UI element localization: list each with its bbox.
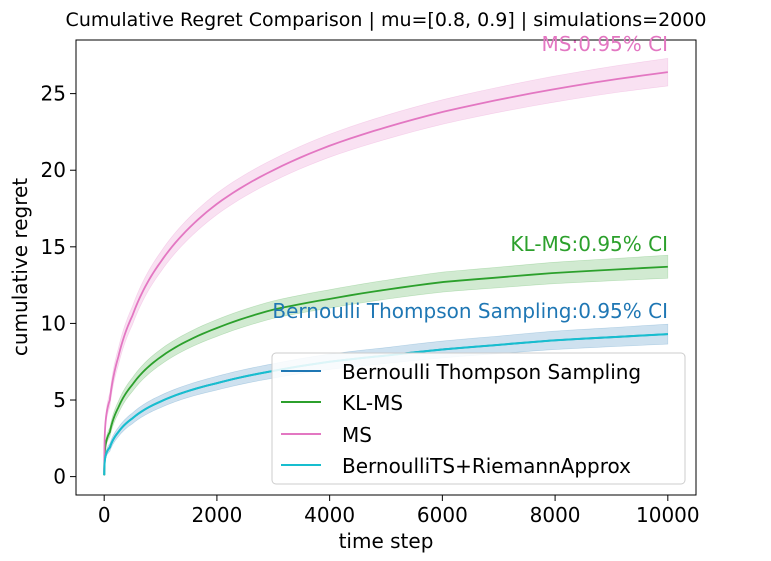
series-line-3 [103,333,668,476]
annotation-kl-ms: KL-MS:0.95% CI [510,232,668,256]
legend-entry-ms: MS [281,423,372,447]
legend-entry-kl-ms: KL-MS [281,391,403,415]
x-tick-label: 4000 [304,503,355,527]
chart-title: Cumulative Regret Comparison | mu=[0.8, … [66,9,707,31]
annotation-ms: MS:0.95% CI [542,32,668,56]
y-tick-label: 10 [41,311,66,335]
legend-box [271,352,686,485]
y-tick-label: 20 [41,158,66,182]
x-axis-ticks: 0 2000 4000 6000 8000 10000 [98,495,700,527]
legend-label-bts-riemann: BernoulliTS+RiemannApprox [342,454,631,478]
y-axis-ticks: 0 5 10 15 20 25 [41,82,76,489]
annotation-bts: Bernoulli Thompson Sampling:0.95% CI [272,299,668,323]
x-tick-label: 6000 [417,503,468,527]
legend-label-bts: Bernoulli Thompson Sampling [342,360,641,384]
x-tick-label: 0 [98,503,111,527]
series-line-2 [103,71,668,473]
y-tick-label: 5 [53,388,66,412]
x-tick-label: 10000 [636,503,700,527]
legend-entry-bts: Bernoulli Thompson Sampling [281,360,641,384]
x-tick-label: 2000 [191,503,242,527]
legend-label-kl-ms: KL-MS [342,391,403,415]
plot-frame [75,39,697,496]
x-tick-label: 8000 [530,503,581,527]
legend: Bernoulli Thompson Sampling KL-MS MS Ber… [271,352,686,485]
x-axis-label: time step [339,529,434,553]
legend-label-ms: MS [342,423,372,447]
y-tick-label: 0 [53,465,66,489]
ci-annotations: MS:0.95% CI KL-MS:0.95% CI Bernoulli Tho… [272,32,668,323]
y-tick-label: 15 [41,235,66,259]
y-tick-label: 25 [41,82,66,106]
legend-entry-bts-riemann: BernoulliTS+RiemannApprox [281,454,631,478]
series-lines [103,71,668,476]
y-axis-label: cumulative regret [8,178,32,356]
